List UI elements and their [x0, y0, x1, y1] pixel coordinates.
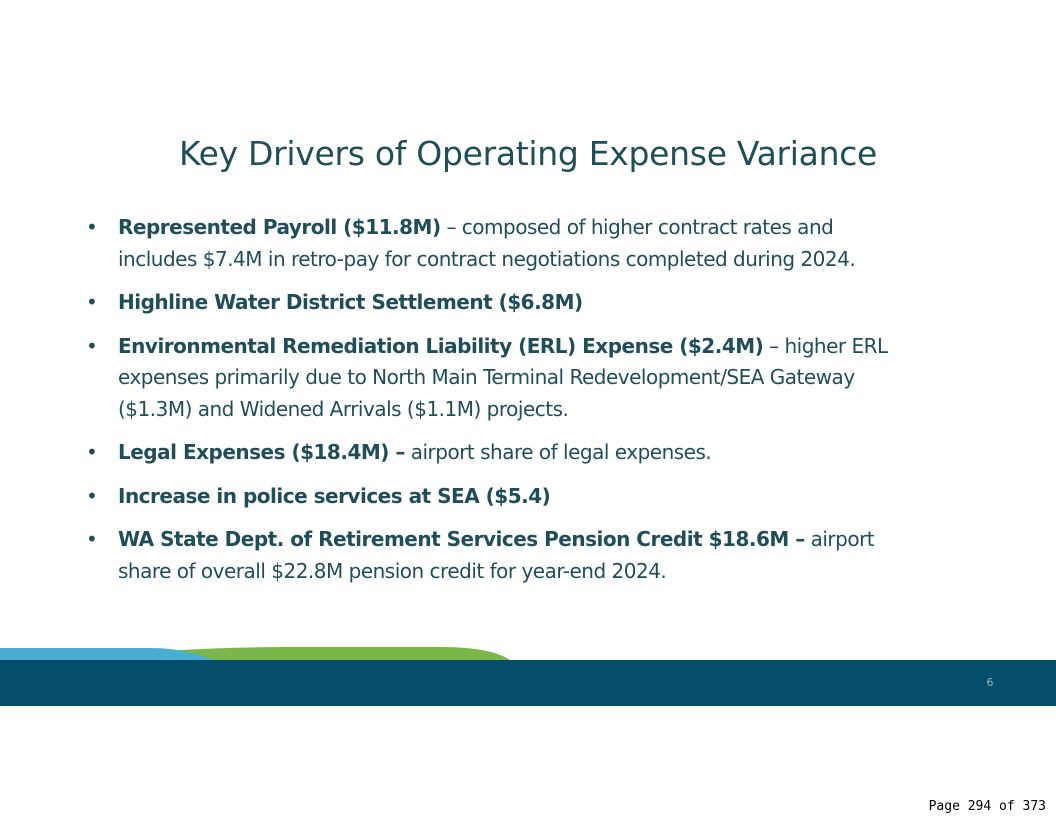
bullet-heading: Environmental Remediation Liability (ERL… — [118, 333, 764, 358]
bullet-text: – higher ERL expenses primarily due to N… — [118, 333, 888, 421]
footer-wave-decoration — [0, 647, 510, 660]
bullet-heading: Legal Expenses ($18.4M) – — [118, 440, 405, 464]
footer-band — [0, 660, 1056, 706]
bullet-text: airport share of overall $22.8M pension … — [118, 527, 875, 583]
blue-wave — [0, 648, 215, 660]
bullet-heading: Increase in police services at SEA ($5.4… — [118, 483, 551, 508]
slide-title: Key Drivers of Operating Expense Varianc… — [178, 134, 878, 173]
bullet-heading: Highline Water District Settlement ($6.8… — [118, 290, 583, 314]
bullet-item: • Legal Expenses ($18.4M) – airport shar… — [80, 437, 910, 469]
bullet-text: – composed of higher contract rates and … — [118, 215, 856, 271]
bullet-item: • Environmental Remediation Liability (E… — [80, 331, 910, 426]
bullet-dot-icon: • — [86, 440, 98, 464]
bullet-item: • Represented Payroll ($11.8M) – compose… — [80, 212, 910, 275]
bullet-item: • Increase in police services at SEA ($5… — [80, 481, 910, 513]
bullet-dot-icon: • — [86, 333, 98, 358]
bullet-item: • Highline Water District Settlement ($6… — [80, 287, 910, 319]
bullet-heading: WA State Dept. of Retirement Services Pe… — [118, 527, 805, 551]
bullet-item: • WA State Dept. of Retirement Services … — [80, 524, 910, 587]
bullet-list: • Represented Payroll ($11.8M) – compose… — [80, 212, 910, 599]
bullet-dot-icon: • — [86, 527, 98, 551]
bullet-heading: Represented Payroll ($11.8M) — [118, 215, 441, 239]
slide-number: 6 — [986, 676, 994, 689]
bullet-text: airport share of legal expenses. — [404, 440, 712, 464]
bullet-dot-icon: • — [86, 483, 98, 508]
bullet-dot-icon: • — [86, 215, 98, 239]
bullet-dot-icon: • — [86, 290, 98, 314]
page-number-label: Page 294 of 373 — [928, 799, 1046, 814]
